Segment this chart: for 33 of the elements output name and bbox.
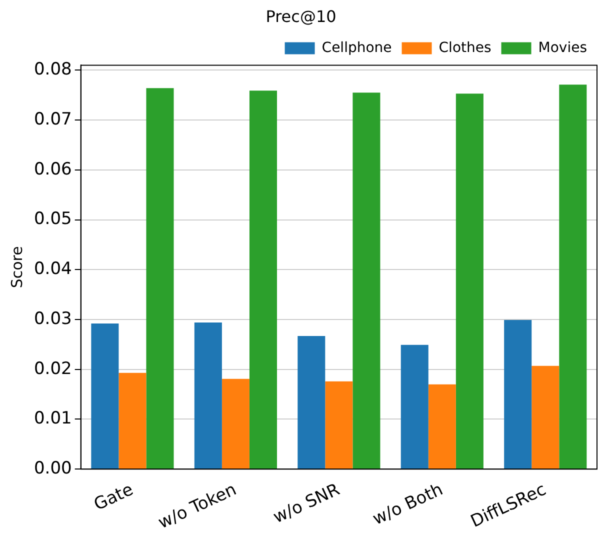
y-tick-label: 0.01 [34,408,72,429]
bar [118,372,146,469]
bar [222,378,250,469]
y-tick-label: 0.00 [34,458,72,479]
bar [456,94,484,469]
y-tick-label: 0.04 [34,259,72,280]
y-tick-label: 0.05 [34,209,72,230]
x-tick-label: w/o SNR [270,480,344,528]
bar [194,322,222,469]
bar [146,88,174,469]
x-tick-label: Gate [91,480,136,516]
y-tick-label: 0.08 [34,60,72,80]
bar [428,384,456,469]
legend-label: Cellphone [322,40,392,56]
bar [504,320,532,469]
y-tick-label: 0.02 [34,358,72,379]
x-tick-label: w/o Token [155,480,240,534]
y-tick-label: 0.03 [34,308,72,329]
bar [325,381,353,469]
chart-title: Prec@10 [266,6,336,26]
bar [352,92,380,469]
bar [400,344,428,469]
y-tick-label: 0.07 [34,109,72,130]
bar [91,323,119,469]
legend-label: Movies [538,40,588,56]
legend-label: Clothes [438,40,492,56]
bar [532,366,560,469]
bar [559,84,587,469]
x-tick-label: w/o Both [370,480,446,530]
bar [249,90,277,469]
y-tick-label: 0.06 [34,159,72,180]
y-axis-title: Score [8,246,26,288]
bar [298,336,326,469]
